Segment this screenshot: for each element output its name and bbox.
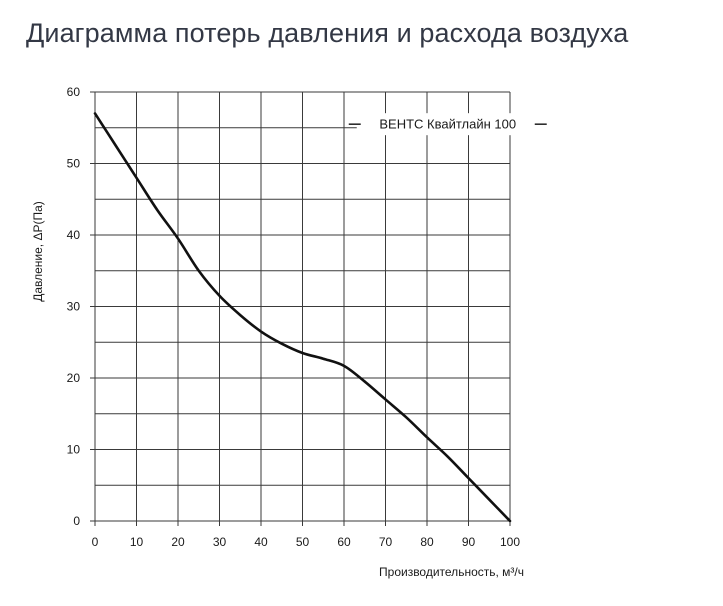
y-tick-label: 30 [67, 300, 81, 314]
chart-legend: ВЕНТС Квайтлайн 100 [348, 113, 547, 136]
series-layer [93, 112, 512, 523]
x-axis-ticks: 0 10 20 30 40 50 60 70 80 90 100 [92, 535, 521, 549]
x-tick-label: 20 [171, 535, 185, 549]
x-tick-label: 40 [254, 535, 268, 549]
y-tick-label: 10 [67, 443, 81, 457]
x-tick-label: 70 [379, 535, 393, 549]
x-tick-label: 90 [462, 535, 476, 549]
x-tick-label: 60 [337, 535, 351, 549]
x-tick-label: 10 [130, 535, 144, 549]
x-tick-label: 0 [92, 535, 99, 549]
y-tick-label: 60 [67, 85, 81, 99]
y-tick-label: 20 [67, 371, 81, 385]
series-line-0 [93, 112, 512, 523]
x-tick-label: 30 [213, 535, 227, 549]
y-axis-ticks: 0 10 20 30 40 50 60 [67, 85, 81, 528]
y-tick-label: 0 [73, 514, 80, 528]
chart-grid [90, 91, 511, 526]
x-axis-title: Производительность, м³/ч [379, 565, 524, 579]
y-tick-label: 50 [67, 157, 81, 171]
y-tick-label: 40 [67, 228, 81, 242]
x-tick-label: 50 [296, 535, 310, 549]
legend-label: ВЕНТС Квайтлайн 100 [379, 117, 516, 132]
y-axis-title: Давление, ΔP(Па) [31, 201, 45, 302]
x-tick-label: 80 [420, 535, 434, 549]
page-title: Диаграмма потерь давления и расхода возд… [26, 18, 629, 48]
x-tick-label: 100 [500, 535, 520, 549]
legend-background [356, 113, 539, 136]
